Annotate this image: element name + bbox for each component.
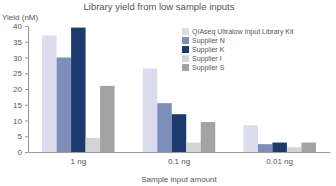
- legend-swatch: [182, 28, 189, 35]
- chart: 0 5 10 15 20 25 30 35 40 1 ng 0.1 ng 0.01 ng Library…: [0, 0, 336, 186]
- bar: [287, 147, 301, 152]
- legend-swatch: [182, 55, 189, 62]
- y-tick: 40: [13, 22, 28, 31]
- y-tick-label: 5: [18, 132, 23, 141]
- bar: [86, 138, 100, 152]
- y-tick: 20: [13, 85, 28, 94]
- bars: [42, 28, 316, 152]
- bar: [243, 125, 257, 152]
- y-tick-label: 40: [13, 22, 22, 31]
- y-tick: 0: [18, 148, 28, 157]
- legend: QIAseq Ultralow Input Library KitSupplie…: [182, 28, 294, 72]
- bar: [57, 58, 71, 153]
- bar: [157, 103, 171, 152]
- y-tick-label: 30: [13, 54, 22, 63]
- y-tick-label: 20: [13, 85, 22, 94]
- x-axis-title: Sample input amount: [141, 175, 217, 184]
- legend-label: Supplier N: [192, 37, 225, 45]
- y-axis: 0 5 10 15 20 25 30 35 40: [13, 22, 28, 157]
- y-tick-mark: [25, 136, 28, 137]
- legend-swatch: [182, 64, 189, 71]
- legend-item: Supplier N: [182, 37, 225, 45]
- y-tick-label: 35: [13, 38, 22, 47]
- y-tick: 10: [13, 117, 28, 126]
- y-tick-mark: [25, 58, 28, 59]
- x-tick-label: 1 ng: [71, 157, 87, 166]
- legend-label: QIAseq Ultralow Input Library Kit: [192, 28, 294, 36]
- y-tick-label: 10: [13, 117, 22, 126]
- y-tick-label: 15: [13, 101, 22, 110]
- legend-swatch: [182, 46, 189, 53]
- y-tick: 25: [13, 69, 28, 78]
- y-tick-mark: [25, 26, 28, 27]
- y-tick-mark: [25, 73, 28, 74]
- legend-item: Supplier K: [182, 46, 225, 54]
- x-axis: 1 ng 0.1 ng 0.01 ng: [29, 152, 331, 166]
- y-tick-mark: [25, 121, 28, 122]
- x-tick: 1 ng: [71, 152, 87, 166]
- y-axis-title: Yield (nM): [2, 13, 38, 22]
- legend-label: Supplier K: [192, 46, 225, 54]
- bar: [301, 143, 315, 152]
- y-tick: 35: [13, 38, 28, 47]
- bar: [258, 144, 272, 152]
- y-tick-mark: [25, 89, 28, 90]
- legend-swatch: [182, 37, 189, 44]
- bar: [186, 143, 200, 152]
- title: Library yield from low sample inputs: [83, 1, 234, 12]
- y-tick-mark: [25, 152, 28, 153]
- legend-label: Supplier S: [192, 64, 225, 72]
- x-tick-label: 0.01 ng: [266, 157, 293, 166]
- bar: [100, 86, 114, 152]
- x-axis-line: [29, 152, 331, 153]
- y-tick-label: 25: [13, 69, 22, 78]
- bar: [172, 114, 186, 152]
- y-tick: 30: [13, 54, 28, 63]
- legend-item: Supplier I: [182, 55, 222, 63]
- x-tick: 0.01 ng: [266, 152, 293, 166]
- legend-item: Supplier S: [182, 64, 225, 72]
- y-axis-line: [25, 27, 29, 153]
- y-tick: 15: [13, 101, 28, 110]
- bar: [143, 69, 157, 152]
- bar: [272, 143, 286, 152]
- x-tick-label: 0.1 ng: [168, 157, 190, 166]
- bar: [42, 35, 56, 152]
- x-tick: 0.1 ng: [168, 152, 190, 166]
- y-tick-mark: [25, 105, 28, 106]
- y-tick-mark: [25, 42, 28, 43]
- y-tick-label: 0: [18, 148, 23, 157]
- legend-item: QIAseq Ultralow Input Library Kit: [182, 28, 294, 36]
- bar: [201, 122, 215, 152]
- legend-label: Supplier I: [192, 55, 222, 63]
- bar: [71, 28, 85, 152]
- y-tick: 5: [18, 132, 28, 141]
